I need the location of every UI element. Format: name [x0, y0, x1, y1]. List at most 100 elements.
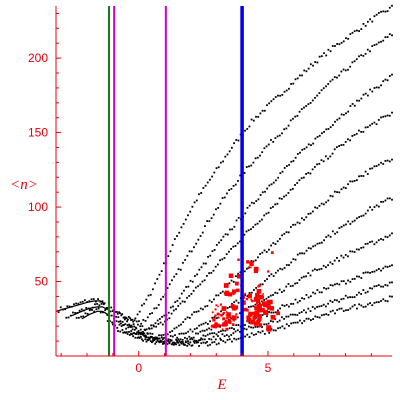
data-point [353, 277, 356, 280]
data-point [320, 314, 323, 317]
data-point [196, 327, 198, 330]
data-point [285, 165, 288, 167]
data-point [274, 271, 277, 274]
data-point [384, 235, 387, 238]
data-point [289, 226, 292, 228]
data-point [277, 94, 279, 97]
data-point [257, 318, 261, 323]
data-point [155, 325, 158, 328]
data-point [312, 64, 314, 67]
data-point [225, 253, 228, 256]
data-point [230, 187, 233, 190]
data-point [371, 20, 374, 23]
data-point [278, 288, 281, 291]
data-point [366, 126, 369, 129]
data-point [160, 340, 163, 343]
data-point [215, 333, 218, 336]
data-point [217, 305, 219, 308]
data-point [303, 147, 306, 150]
data-point [327, 199, 330, 202]
data-point [156, 337, 159, 340]
data-point [270, 314, 276, 320]
data-point [204, 342, 207, 344]
data-point [226, 153, 229, 156]
data-point [362, 246, 365, 249]
data-point [358, 99, 361, 102]
x-axis-label: E [216, 377, 226, 393]
data-point [277, 176, 280, 179]
data-point [254, 306, 258, 311]
data-point [307, 67, 310, 70]
data-point [255, 287, 258, 289]
data-point [179, 338, 182, 341]
data-point [93, 310, 96, 313]
data-point [253, 296, 259, 302]
data-point [116, 312, 119, 315]
y-axis-label: <n> [10, 177, 38, 193]
data-point [201, 280, 204, 283]
data-point [248, 336, 251, 338]
data-point [280, 316, 283, 319]
data-point [204, 305, 207, 308]
data-point [254, 157, 257, 160]
data-point [382, 285, 385, 288]
data-point [213, 298, 215, 301]
data-point [252, 226, 255, 229]
data-point [290, 261, 293, 264]
data-point [266, 104, 268, 107]
data-point [344, 253, 347, 256]
data-point [358, 30, 360, 32]
data-point [331, 301, 334, 303]
data-point [216, 263, 219, 266]
data-point [366, 173, 369, 175]
data-point [349, 250, 352, 253]
data-point [215, 343, 218, 346]
data-point [152, 336, 154, 339]
data-point [228, 315, 232, 319]
data-point [156, 278, 159, 280]
data-point [290, 83, 292, 85]
data-point [325, 128, 328, 131]
data-point [169, 338, 172, 341]
data-point [237, 301, 240, 304]
data-point [255, 200, 258, 202]
data-point [303, 106, 305, 109]
data-point [209, 320, 211, 323]
data-point [252, 315, 257, 320]
data-point [258, 294, 264, 300]
data-point [217, 166, 220, 169]
data-point [235, 299, 238, 302]
data-point [143, 332, 146, 335]
data-point [323, 130, 326, 133]
data-point [228, 306, 231, 308]
data-point [266, 326, 272, 332]
black-solid-curves [55, 300, 108, 320]
data-point [193, 328, 196, 331]
data-point [371, 90, 374, 93]
data-point [283, 232, 286, 235]
data-point [296, 114, 299, 117]
data-point [124, 323, 127, 326]
data-point [198, 193, 200, 196]
data-point [323, 286, 325, 289]
data-point [130, 332, 132, 335]
data-point [120, 314, 123, 317]
data-point [294, 258, 297, 261]
data-point [232, 280, 235, 283]
data-point [320, 241, 323, 244]
data-point [131, 333, 133, 336]
data-point [276, 320, 279, 323]
data-point [162, 340, 165, 343]
data-point [375, 269, 378, 272]
data-point [214, 308, 217, 311]
data-point [250, 201, 253, 204]
data-point [202, 341, 205, 344]
data-point [296, 221, 299, 224]
data-point [193, 311, 196, 314]
data-point [230, 303, 235, 308]
data-point [246, 315, 251, 320]
data-point [156, 319, 159, 322]
data-point [301, 252, 304, 255]
data-point [138, 310, 141, 313]
data-point [243, 307, 248, 312]
